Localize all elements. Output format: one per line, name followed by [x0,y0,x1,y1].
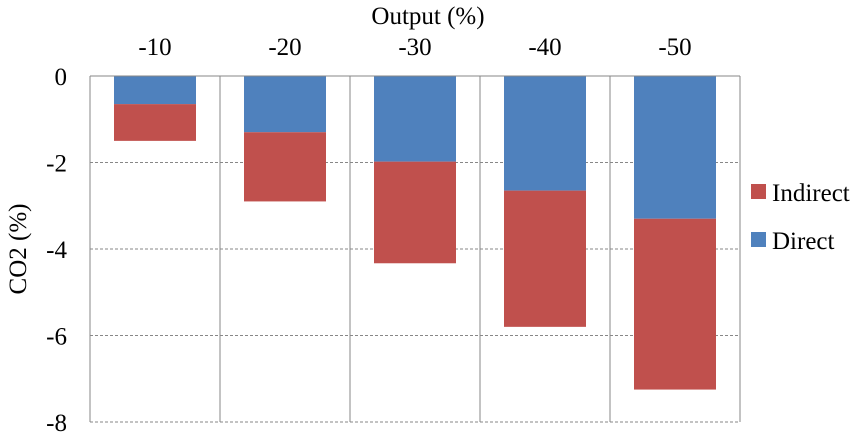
legend-label-indirect: Indirect [772,180,850,207]
bar-direct-0 [114,76,196,105]
label-layer: Output (%) CO2 (%) 0 -2 -4 -6 -8 -10 -20 -30 -40… [5,3,692,434]
x-tick-label: -30 [398,34,431,61]
bar-direct-3 [504,76,586,191]
bar-direct-1 [244,76,326,133]
y-tick-label: -2 [46,151,67,178]
x-tick-label: -20 [268,34,301,61]
category-divider-layer [219,76,611,422]
x-tick-label: -50 [658,34,691,61]
legend: Indirect Direct [751,180,850,255]
bar-direct-2 [374,76,456,162]
y-axis-label: CO2 (%) [5,204,32,295]
legend-swatch-indirect [751,184,766,199]
legend-label-direct: Direct [772,228,835,255]
y-tick-label: -8 [46,410,67,434]
bar-indirect-2 [374,161,456,264]
axis-layer [89,75,741,422]
bar-indirect-0 [114,104,196,141]
x-axis-label: Output (%) [371,3,484,30]
bar-direct-4 [634,76,716,219]
bar-indirect-4 [634,218,716,390]
x-tick-label: -40 [528,34,561,61]
legend-swatch-direct [751,232,766,247]
bar-indirect-1 [244,132,326,202]
y-tick-label: -4 [46,237,67,264]
bar-layer [114,76,716,390]
x-tick-label: -10 [138,34,171,61]
y-tick-label: -6 [46,324,67,351]
bar-indirect-3 [504,190,586,327]
y-tick-label: 0 [55,64,68,91]
